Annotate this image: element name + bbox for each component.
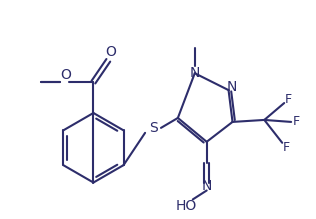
Text: O: O (60, 68, 71, 82)
Text: F: F (293, 115, 300, 128)
Text: HO: HO (175, 199, 197, 213)
Text: F: F (283, 141, 290, 154)
Text: N: N (226, 80, 237, 94)
Text: F: F (285, 93, 292, 106)
Text: N: N (202, 178, 212, 193)
Text: S: S (149, 121, 157, 135)
Text: N: N (190, 66, 200, 80)
Text: O: O (105, 45, 116, 59)
